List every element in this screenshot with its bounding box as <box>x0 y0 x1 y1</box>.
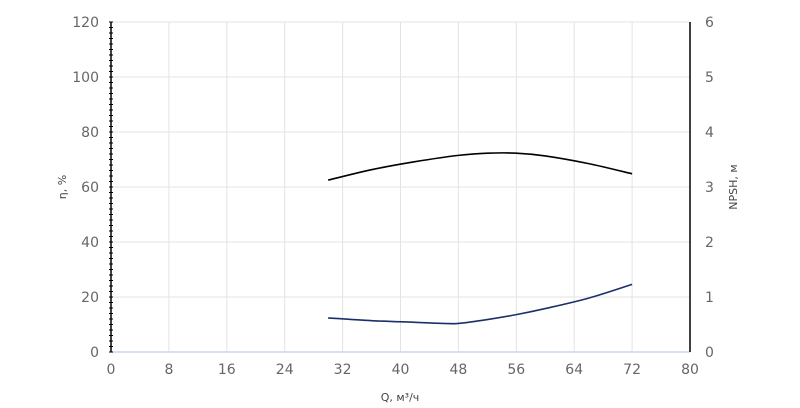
x-tick-label: 48 <box>449 362 467 378</box>
npsh-curve <box>328 283 633 325</box>
y-right-tick-label: 3 <box>705 180 714 196</box>
x-tick-label: 64 <box>565 362 583 378</box>
y-left-tick-label: 0 <box>90 345 99 361</box>
x-tick-label: 40 <box>392 362 410 378</box>
axis-layer: 0 8 16 24 32 40 48 56 64 72 8002040608010012001234… <box>72 15 714 378</box>
x-tick-label: 0 <box>107 362 116 378</box>
y-right-tick-label: 0 <box>705 345 714 361</box>
y-right-tick-label: 4 <box>705 125 714 141</box>
label-layer: Q, м³/ч η, % NPSH, м <box>56 164 740 404</box>
grid-layer <box>111 21 690 352</box>
series-layer <box>327 152 633 325</box>
y-right-tick-label: 6 <box>705 15 714 31</box>
y-left-tick-label: 100 <box>72 70 99 86</box>
y-left-tick-label: 120 <box>72 15 99 31</box>
x-tick-label: 8 <box>164 362 173 378</box>
y-right-axis-title: NPSH, м <box>727 164 740 209</box>
x-tick-label: 80 <box>681 362 699 378</box>
x-tick-label: 72 <box>623 362 641 378</box>
x-tick-label: 16 <box>218 362 236 378</box>
y-right-tick-label: 2 <box>705 235 714 251</box>
y-left-axis-title: η, % <box>56 175 69 199</box>
x-tick-label: 32 <box>334 362 352 378</box>
y-left-tick-label: 40 <box>81 235 99 251</box>
x-tick-label: 56 <box>507 362 525 378</box>
y-left-tick-label: 80 <box>81 125 99 141</box>
y-right-tick-label: 1 <box>705 290 714 306</box>
y-left-minor-ticks <box>109 21 113 353</box>
y-left-tick-label: 20 <box>81 290 99 306</box>
y-left-tick-label: 60 <box>81 180 99 196</box>
y-right-tick-label: 5 <box>705 70 714 86</box>
x-tick-label: 24 <box>276 362 294 378</box>
efficiency-curve <box>327 152 633 181</box>
x-axis-title: Q, м³/ч <box>381 391 420 404</box>
